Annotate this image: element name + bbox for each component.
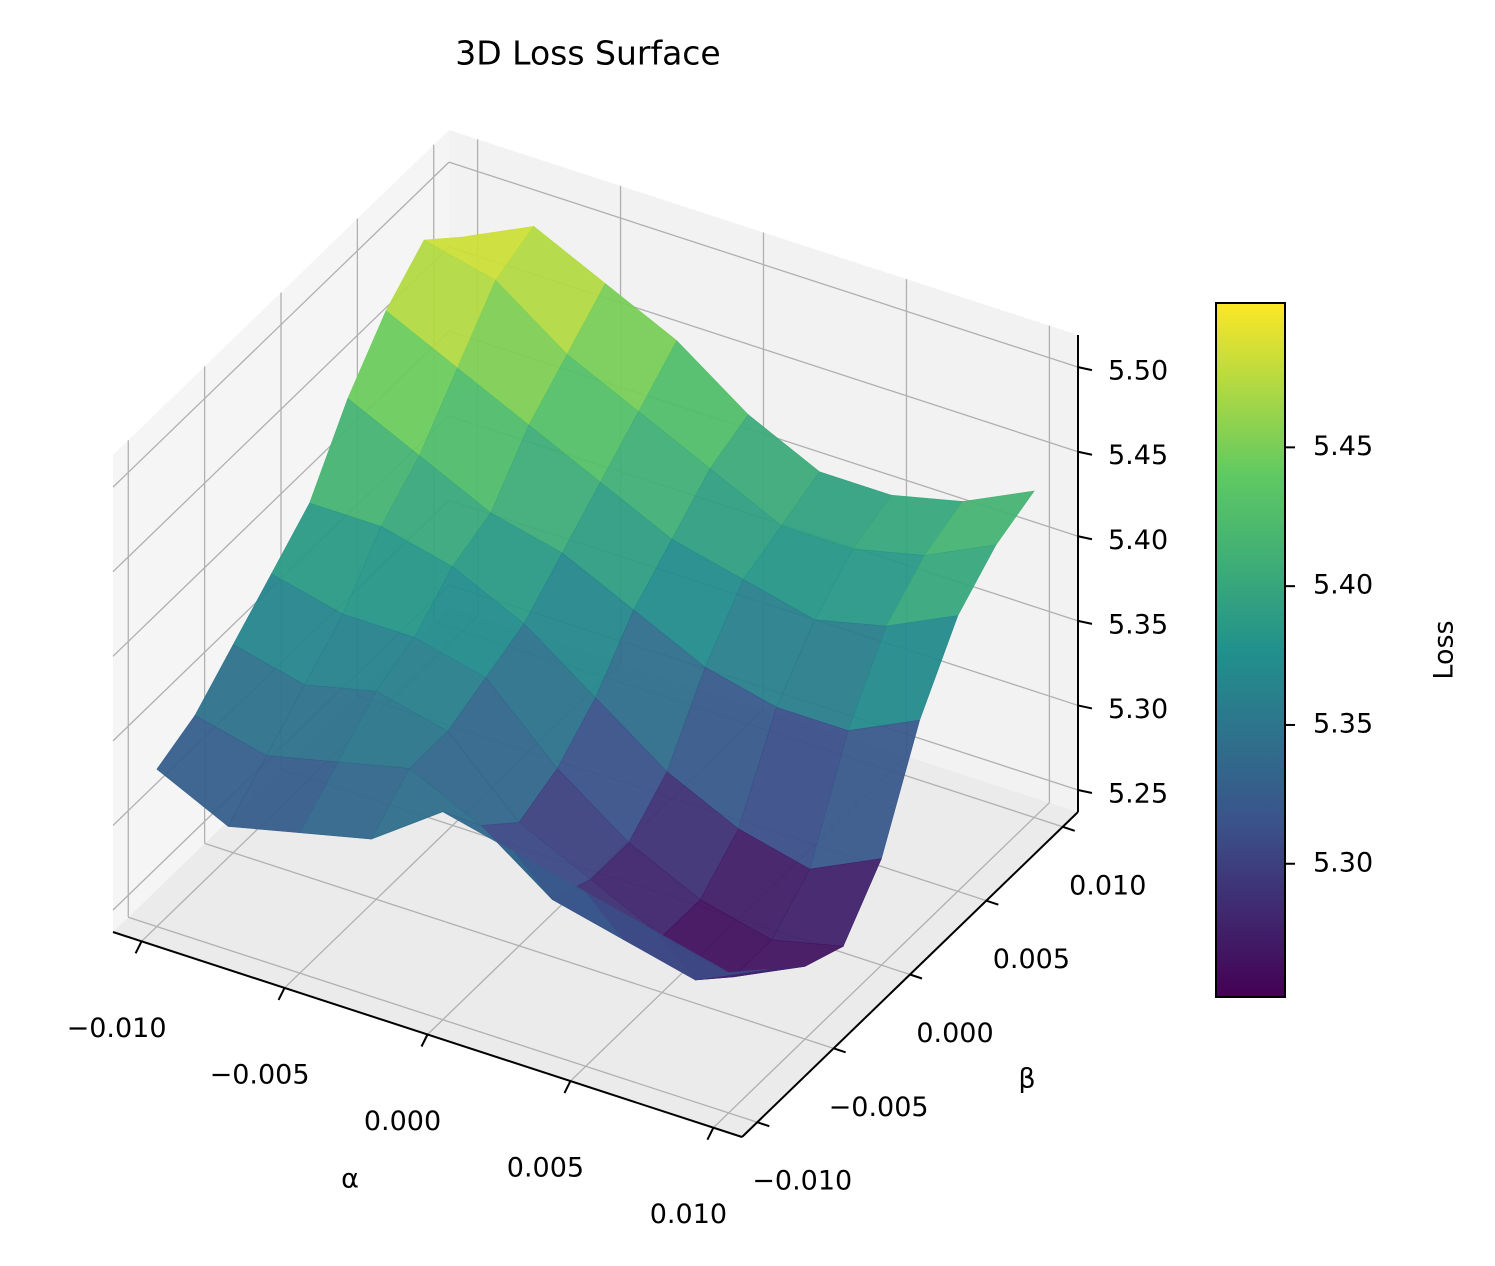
y-tick-label: −0.005 [829,1092,929,1123]
z-tick-label: 5.50 [1108,356,1168,387]
y-tick [833,1047,846,1054]
y-tick [756,1121,770,1128]
x-tick [563,1080,572,1094]
x-tick [277,987,286,1001]
z-tick-label: 5.25 [1108,779,1168,810]
y-tick [986,899,999,906]
z-tick-label: 5.30 [1108,694,1168,725]
x-tick-label: 0.010 [650,1199,727,1230]
x-tick-label: 0.000 [364,1106,441,1137]
x-tick [706,1127,715,1141]
z-tick [1077,789,1093,794]
y-tick-label: 0.005 [993,944,1070,975]
z-tick [1077,366,1093,372]
z-tick [1077,535,1093,541]
z-tick-label: 5.40 [1108,525,1168,556]
chart-title: 3D Loss Surface [455,34,720,73]
x-axis-label: α [341,1164,359,1195]
x-tick [134,940,143,954]
grid-line [128,916,758,1123]
z-tick-label: 5.35 [1108,609,1168,640]
y-tick [1062,825,1076,832]
z-tick [1077,619,1093,625]
x-tick-label: −0.010 [67,1013,167,1044]
x-tick-label: 0.005 [507,1153,584,1184]
surface-patch [656,932,767,981]
x-tick [420,1034,429,1047]
grid-line [204,842,834,1049]
colorbar-label: Loss [1429,620,1460,679]
colorbar-tick-label: 5.40 [1313,570,1373,601]
y-tick-label: −0.010 [752,1166,852,1197]
y-axis-label: β [1018,1064,1035,1095]
y-tick-label: 0.010 [1069,870,1146,901]
y-tick [909,973,923,980]
grid-line [448,161,1079,368]
colorbar-tick-label: 5.35 [1313,708,1373,739]
grid-line [112,161,450,488]
z-tick [1077,704,1093,710]
y-tick-label: 0.000 [916,1018,993,1049]
colorbar-tick-label: 5.45 [1313,431,1373,462]
x-tick-label: −0.005 [210,1059,310,1090]
z-tick [1077,450,1093,456]
z-tick-label: 5.45 [1108,440,1168,471]
colorbar-tick-label: 5.30 [1313,847,1373,878]
colorbar [1215,302,1286,998]
